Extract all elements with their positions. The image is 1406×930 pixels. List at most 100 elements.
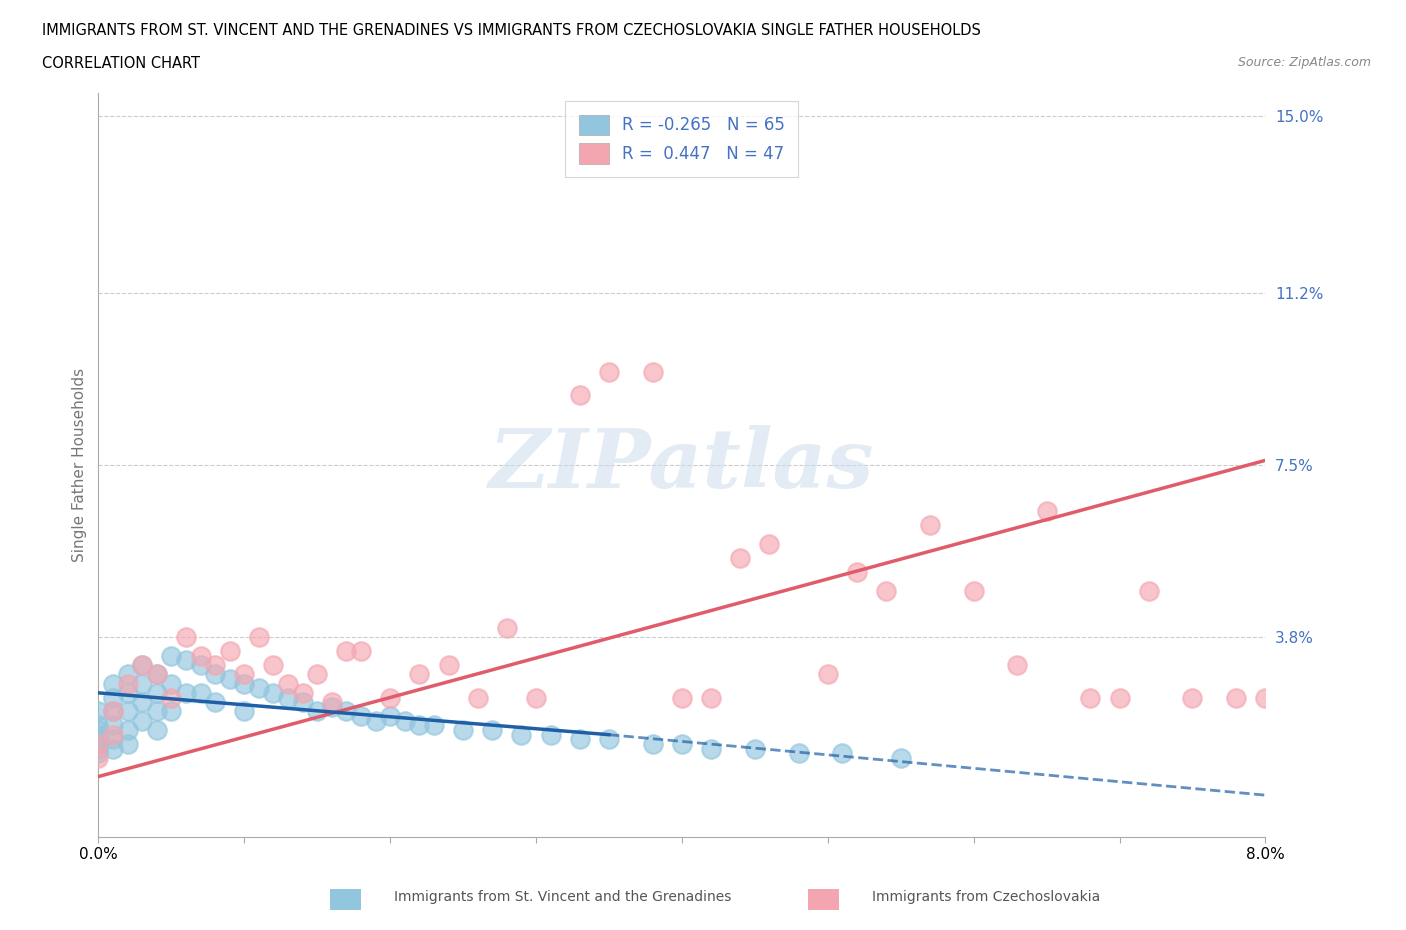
Point xyxy=(321,699,343,714)
Point xyxy=(728,551,751,565)
Point xyxy=(671,690,693,705)
Point xyxy=(204,695,226,710)
Point xyxy=(190,685,212,700)
Point xyxy=(117,676,139,691)
Point xyxy=(87,723,110,737)
Legend: R = -0.265   N = 65, R =  0.447   N = 47: R = -0.265 N = 65, R = 0.447 N = 47 xyxy=(565,101,799,177)
Point xyxy=(291,685,314,700)
Point xyxy=(568,388,591,403)
Point xyxy=(117,704,139,719)
Point xyxy=(218,671,240,686)
Point xyxy=(758,537,780,551)
Point xyxy=(233,676,256,691)
Point xyxy=(510,727,533,742)
Point xyxy=(1108,690,1130,705)
Point xyxy=(87,746,110,761)
Point xyxy=(174,653,197,668)
Point xyxy=(307,667,329,682)
Point xyxy=(101,741,124,756)
Point xyxy=(408,718,430,733)
Point xyxy=(174,685,197,700)
Point xyxy=(204,658,226,672)
Point xyxy=(918,518,941,533)
Point xyxy=(174,630,197,644)
Point xyxy=(291,695,314,710)
Point xyxy=(190,658,212,672)
Point xyxy=(131,658,153,672)
Point xyxy=(233,667,256,682)
Point xyxy=(87,727,110,742)
Point xyxy=(117,667,139,682)
Point xyxy=(101,718,124,733)
Point xyxy=(890,751,912,765)
Text: Source: ZipAtlas.com: Source: ZipAtlas.com xyxy=(1237,56,1371,69)
Point xyxy=(117,685,139,700)
Point xyxy=(700,690,723,705)
Point xyxy=(671,737,693,751)
Point xyxy=(247,630,270,644)
Point xyxy=(160,690,183,705)
Point xyxy=(1254,690,1277,705)
Point xyxy=(1137,583,1160,598)
Point xyxy=(787,746,810,761)
Point xyxy=(277,676,299,691)
Point xyxy=(146,704,169,719)
Point xyxy=(350,709,373,724)
Point xyxy=(598,732,620,747)
Point xyxy=(700,741,723,756)
Point xyxy=(131,695,153,710)
Point xyxy=(378,690,402,705)
Text: IMMIGRANTS FROM ST. VINCENT AND THE GRENADINES VS IMMIGRANTS FROM CZECHOSLOVAKIA: IMMIGRANTS FROM ST. VINCENT AND THE GREN… xyxy=(42,23,981,38)
Point xyxy=(394,713,416,728)
Point xyxy=(451,723,474,737)
Point xyxy=(101,727,124,742)
Point xyxy=(87,732,110,747)
Point xyxy=(87,737,110,751)
Point xyxy=(262,658,284,672)
Point xyxy=(350,644,373,658)
Text: CORRELATION CHART: CORRELATION CHART xyxy=(42,56,200,71)
Point xyxy=(845,565,868,579)
Point xyxy=(744,741,766,756)
Point xyxy=(307,704,329,719)
Point xyxy=(1035,504,1057,519)
Point xyxy=(218,644,240,658)
Point xyxy=(204,667,226,682)
Point xyxy=(817,667,839,682)
Point xyxy=(190,648,212,663)
Point xyxy=(233,704,256,719)
Point xyxy=(1181,690,1204,705)
Point xyxy=(160,704,183,719)
Point xyxy=(335,704,357,719)
Point xyxy=(87,718,110,733)
Point xyxy=(262,685,284,700)
Point xyxy=(437,658,460,672)
Point xyxy=(117,737,139,751)
Point xyxy=(321,695,343,710)
Y-axis label: Single Father Households: Single Father Households xyxy=(72,368,87,562)
Point xyxy=(1007,658,1029,672)
Point xyxy=(160,648,183,663)
Point xyxy=(146,723,169,737)
Point xyxy=(101,704,124,719)
Point xyxy=(831,746,853,761)
Point xyxy=(146,685,169,700)
Point xyxy=(423,718,446,733)
Point xyxy=(247,681,270,696)
Point xyxy=(101,704,124,719)
Text: ZIPatlas: ZIPatlas xyxy=(489,425,875,505)
Point xyxy=(467,690,489,705)
Point xyxy=(87,737,110,751)
Point xyxy=(87,751,110,765)
Point xyxy=(641,365,664,379)
Point xyxy=(641,737,664,751)
Point xyxy=(962,583,984,598)
Point xyxy=(87,741,110,756)
Point xyxy=(146,667,169,682)
Point xyxy=(146,667,169,682)
Point xyxy=(875,583,897,598)
Point xyxy=(540,727,562,742)
Point xyxy=(131,658,153,672)
Point xyxy=(364,713,387,728)
Point xyxy=(131,713,153,728)
